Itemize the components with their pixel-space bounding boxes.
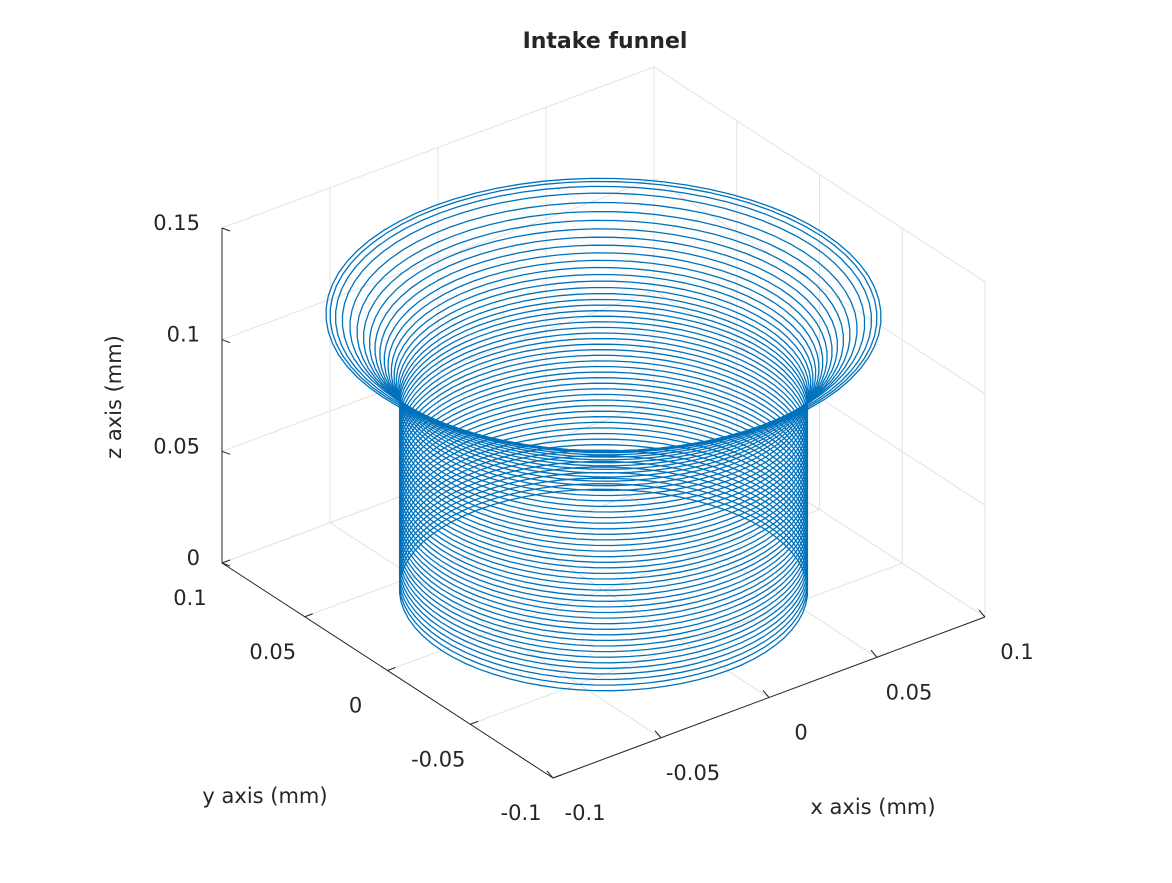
z-tick-label: 0 (187, 546, 200, 570)
surface-ring (398, 477, 809, 681)
surface-ring (398, 310, 809, 513)
y-tick (221, 559, 231, 564)
grid-line (221, 178, 655, 341)
surface-ring (398, 298, 809, 502)
y-tick (470, 720, 479, 725)
grid-line (221, 66, 655, 229)
z-axis-label: z axis (mm) (102, 335, 126, 459)
surface-ring (398, 410, 809, 614)
surface-ring (398, 337, 809, 541)
surface-ring (329, 180, 878, 452)
chart-title: Intake funnel (523, 29, 688, 54)
y-tick-label: -0.05 (411, 747, 465, 771)
surface-ring (398, 292, 809, 497)
surface-ring (398, 315, 809, 519)
surface-ring (398, 326, 809, 530)
x-tick-label: -0.1 (565, 801, 606, 825)
y-tick (552, 774, 562, 779)
surface-ring (341, 192, 866, 452)
y-axis-label: y axis (mm) (202, 784, 327, 808)
surface-ring (398, 349, 809, 552)
surface-ring (398, 404, 809, 608)
surface-ring (398, 438, 809, 642)
x-tick (978, 609, 986, 618)
surface-ring (398, 365, 809, 569)
y-tick-label: -0.1 (501, 801, 542, 825)
surface-ring (398, 360, 809, 563)
surface-ring (398, 432, 809, 636)
x-axis-label: x axis (mm) (810, 795, 935, 819)
surface-ring (398, 427, 809, 630)
surface-ring (397, 286, 810, 492)
y-tick (304, 613, 313, 618)
surface-ring (398, 371, 809, 575)
z-tick (221, 339, 231, 344)
surface-ring (398, 421, 809, 625)
surface-ring (398, 377, 809, 580)
x-tick (762, 690, 770, 698)
surface-ring (398, 321, 809, 524)
surface-ring (398, 444, 809, 647)
z-tick (221, 450, 231, 455)
y-tick (387, 667, 396, 671)
surface-ring (398, 399, 809, 602)
surface-ring (325, 177, 882, 453)
z-tick-label: 0.15 (153, 211, 200, 235)
y-tick-label: 0 (349, 694, 362, 718)
x-tick (654, 730, 662, 739)
surface-ring (398, 343, 809, 547)
surface-ring (398, 382, 809, 586)
x-tick (546, 770, 554, 779)
surface-ring (398, 388, 809, 591)
surface-ring (398, 332, 809, 535)
x-tick-label: -0.05 (666, 761, 720, 785)
x-tick-label: 0.1 (1000, 640, 1033, 664)
x-tick-label: 0.05 (886, 680, 933, 704)
z-tick (221, 562, 231, 567)
surface-ring (369, 228, 838, 461)
surface-ring (398, 416, 809, 619)
z-tick-label: 0.05 (153, 434, 200, 458)
grid-line (653, 66, 986, 283)
y-tick-label: 0.1 (173, 586, 206, 610)
surface-ring (395, 280, 812, 487)
y-tick-label: 0.05 (249, 640, 296, 664)
z-tick (221, 227, 231, 232)
surface-ring (335, 185, 872, 452)
surface-ring (398, 393, 809, 597)
surface-ring (398, 304, 809, 508)
surface-ring (393, 273, 814, 482)
surface-ring (398, 354, 809, 558)
x-tick (870, 649, 878, 658)
surface-ring (398, 471, 809, 675)
z-tick-label: 0.1 (167, 323, 200, 347)
x-tick-label: 0 (794, 721, 807, 745)
